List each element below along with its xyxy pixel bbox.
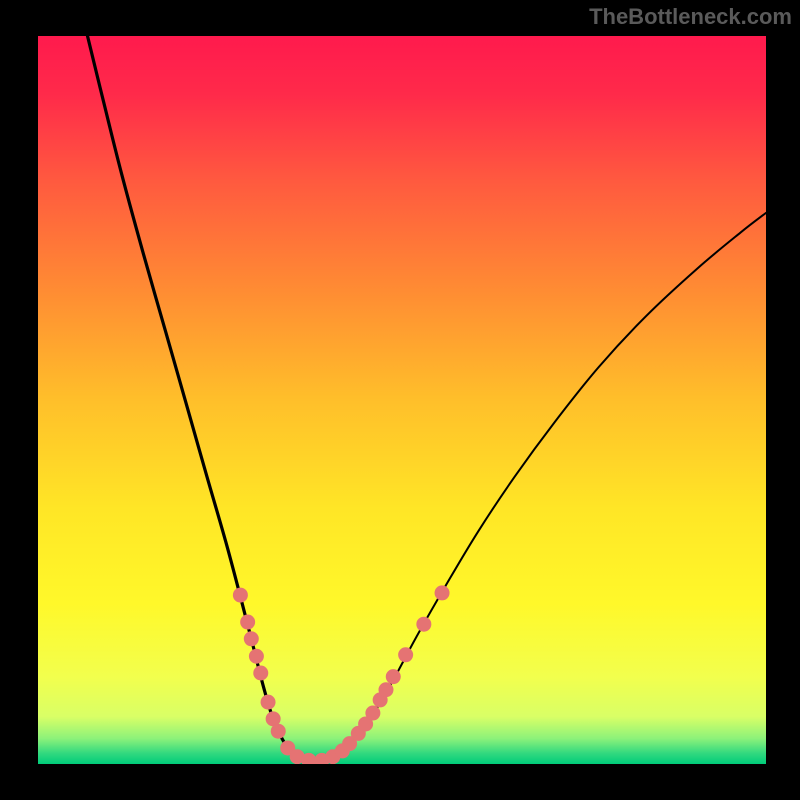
data-dot [398, 647, 413, 662]
data-dot [240, 615, 255, 630]
data-dot [378, 682, 393, 697]
data-dot [253, 666, 268, 681]
data-dot [435, 585, 450, 600]
data-dot [365, 706, 380, 721]
data-dot [386, 669, 401, 684]
plot-area [38, 36, 766, 764]
data-dot [416, 617, 431, 632]
data-dot [261, 695, 276, 710]
data-dot [271, 724, 286, 739]
data-dot [244, 631, 259, 646]
data-dot [233, 588, 248, 603]
chart-container: TheBottleneck.com [0, 0, 800, 800]
plot-svg [38, 36, 766, 764]
watermark-label: TheBottleneck.com [589, 4, 792, 30]
data-dot [249, 649, 264, 664]
